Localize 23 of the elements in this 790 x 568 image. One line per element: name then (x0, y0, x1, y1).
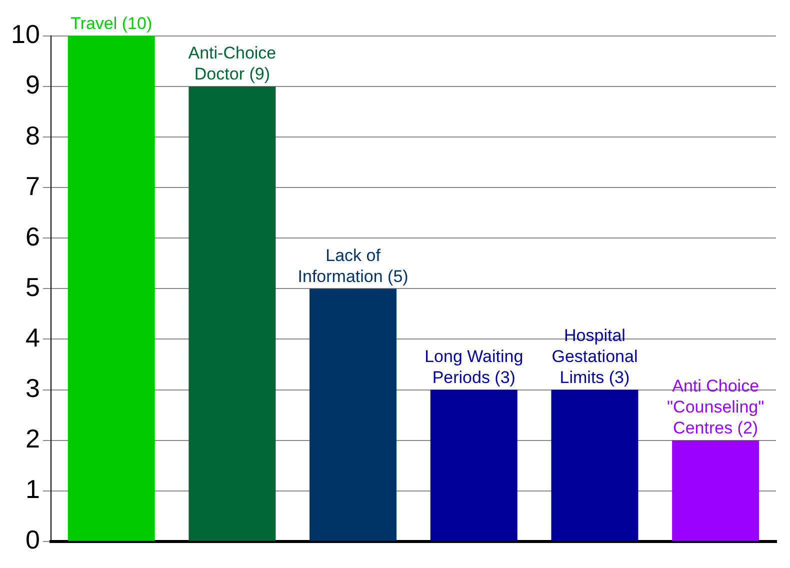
y-tick-label: 8 (25, 120, 40, 150)
x-tick-label: Hospital Gestational Limits (3) (552, 326, 638, 387)
y-tick-label: 2 (25, 423, 40, 454)
y-tick-label: 3 (25, 372, 40, 403)
y-tick-label: 7 (25, 170, 40, 201)
y-tick-label: 9 (25, 70, 40, 100)
x-tick-label: Long Waiting Periods (3) (424, 346, 524, 387)
bar (672, 440, 760, 541)
y-tick-label: 5 (25, 272, 40, 302)
bar (430, 390, 518, 541)
y-tick-label: 4 (25, 322, 40, 352)
bar (310, 288, 397, 541)
y-tick-label: 1 (25, 474, 40, 504)
y-tick-label: 0 (25, 524, 40, 555)
x-tick-label: Lack of Information (5) (298, 246, 408, 286)
bar (551, 390, 638, 541)
x-tick-label: Travel (10) (70, 14, 152, 34)
x-tick-label: Anti Choice "Counseling" Centres (2) (667, 376, 764, 438)
bar (68, 36, 155, 541)
y-tick-label: 10 (11, 19, 40, 50)
bar (188, 86, 276, 541)
x-tick-label: Anti-Choice Doctor (9) (188, 44, 276, 84)
y-tick-label: 6 (25, 221, 40, 252)
